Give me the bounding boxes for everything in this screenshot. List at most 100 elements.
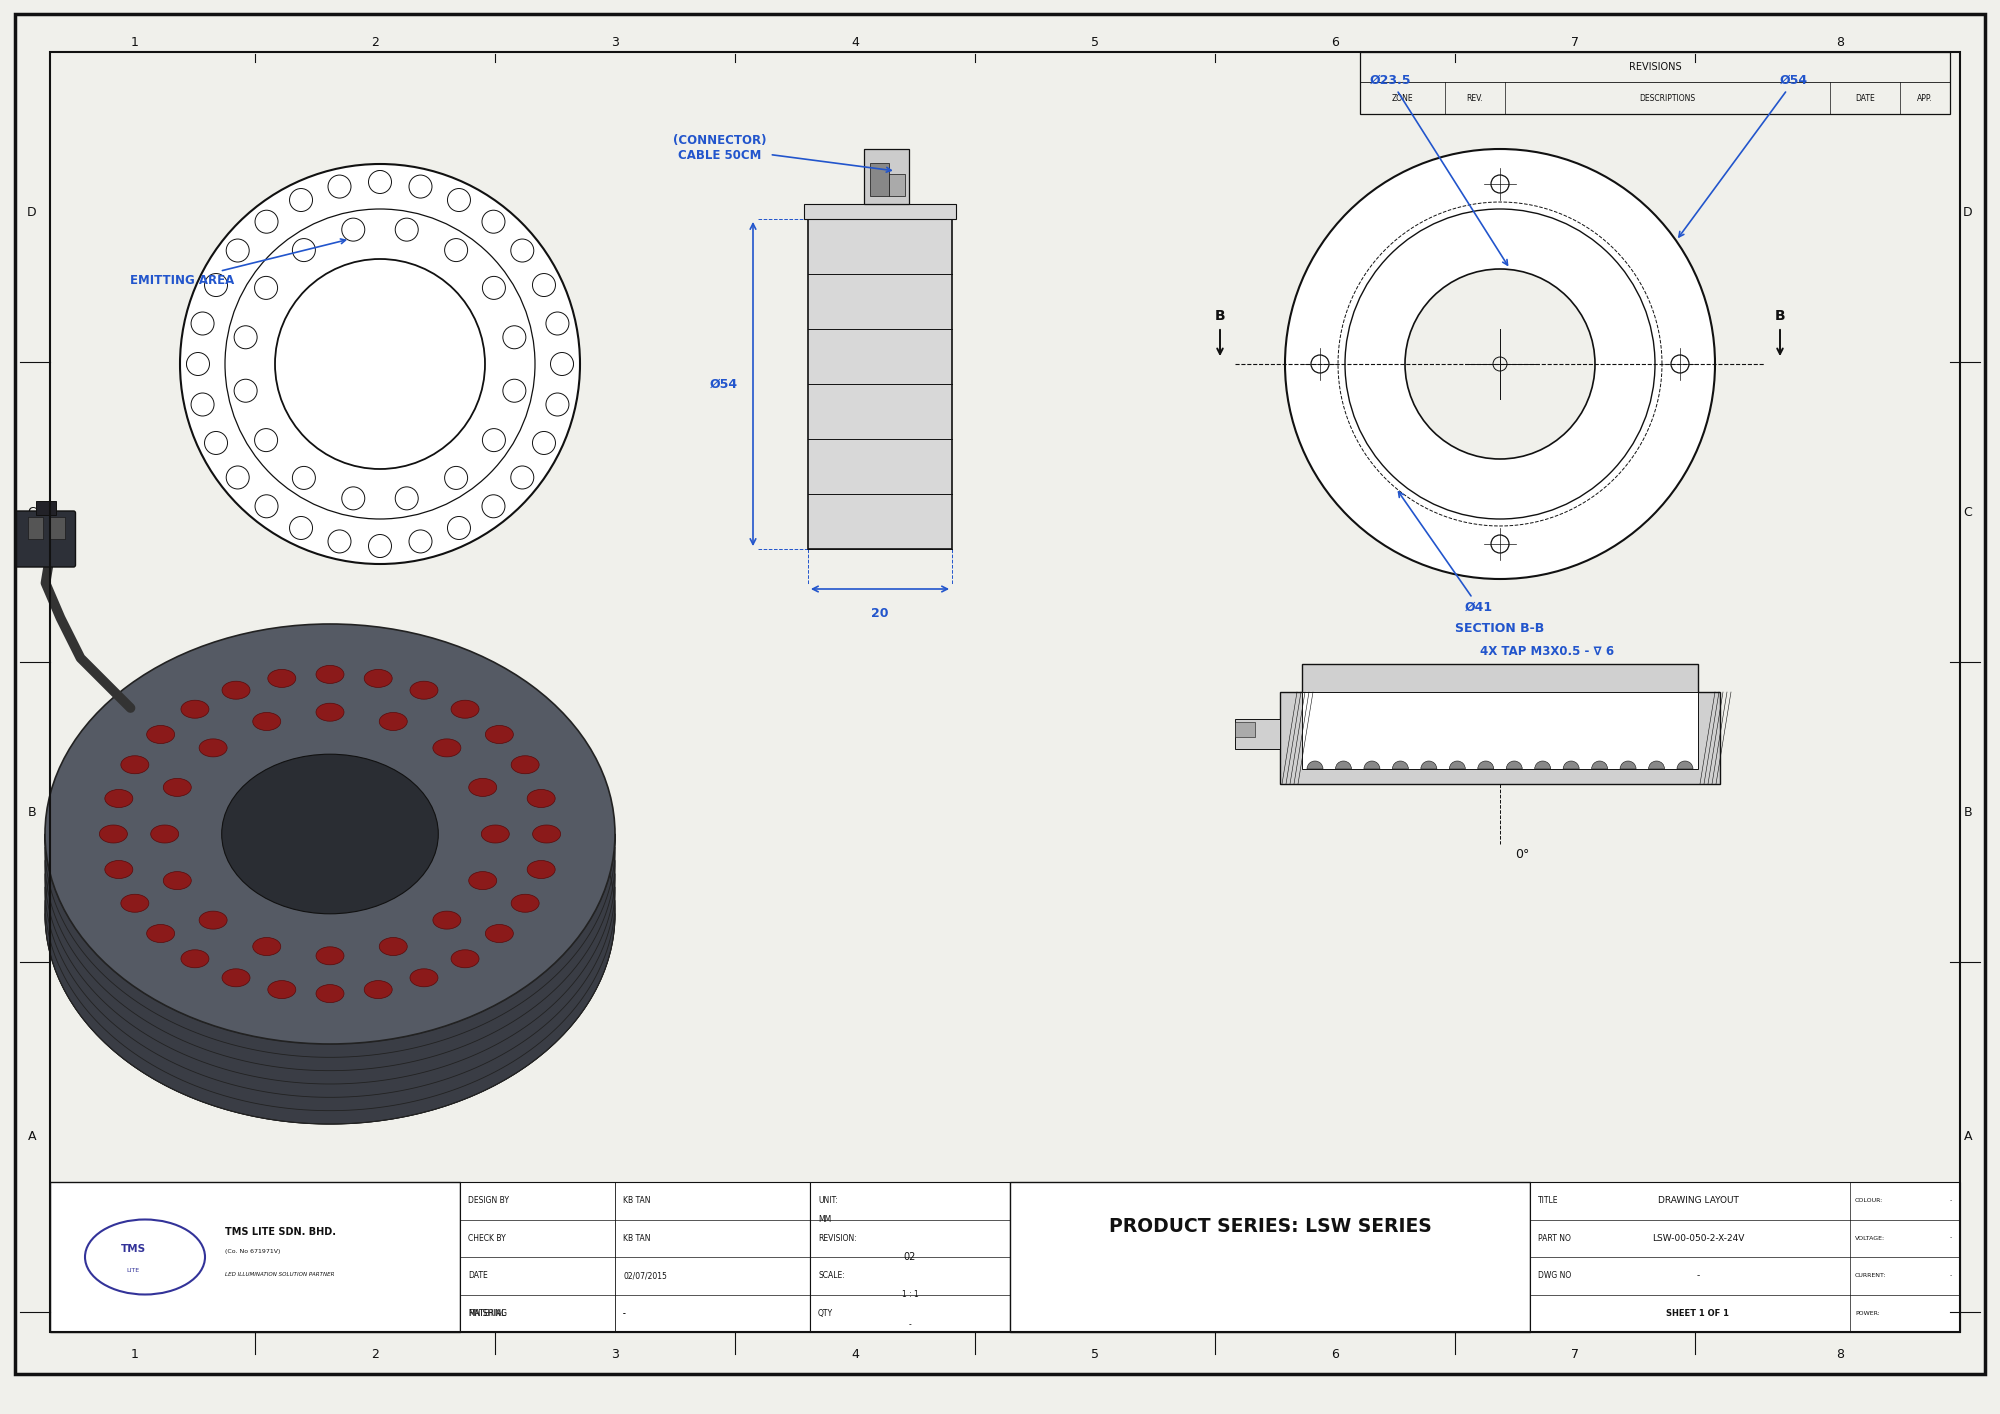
Circle shape — [192, 312, 214, 335]
Ellipse shape — [380, 713, 408, 731]
Text: -: - — [624, 1309, 626, 1318]
Ellipse shape — [452, 700, 480, 718]
Circle shape — [482, 495, 504, 518]
Circle shape — [368, 171, 392, 194]
Ellipse shape — [410, 969, 438, 987]
Text: C: C — [28, 505, 36, 519]
Ellipse shape — [46, 624, 616, 1044]
Circle shape — [276, 259, 486, 469]
Bar — [810, 1182, 1010, 1332]
Polygon shape — [222, 834, 438, 994]
Text: 5: 5 — [1092, 1348, 1100, 1360]
Text: Ø41: Ø41 — [1398, 492, 1494, 614]
Wedge shape — [1364, 761, 1380, 769]
Circle shape — [256, 211, 278, 233]
Text: PRODUCT SERIES: LSW SERIES: PRODUCT SERIES: LSW SERIES — [1108, 1217, 1432, 1236]
Ellipse shape — [86, 1219, 206, 1294]
Text: (Co. No 671971V): (Co. No 671971V) — [226, 1250, 280, 1254]
Circle shape — [408, 175, 432, 198]
Text: -: - — [624, 1309, 626, 1318]
Circle shape — [342, 486, 364, 510]
Circle shape — [328, 530, 352, 553]
Circle shape — [448, 188, 470, 212]
Wedge shape — [1420, 761, 1436, 769]
Ellipse shape — [268, 980, 296, 998]
Circle shape — [482, 211, 504, 233]
Text: REVISIONS: REVISIONS — [1628, 62, 1682, 72]
Text: A: A — [1964, 1131, 1972, 1144]
Bar — [50, 1182, 460, 1332]
Ellipse shape — [222, 682, 250, 699]
Ellipse shape — [316, 666, 344, 683]
Wedge shape — [1336, 761, 1352, 769]
Text: 20: 20 — [872, 607, 888, 619]
Text: ZONE: ZONE — [1392, 93, 1414, 103]
Ellipse shape — [222, 969, 250, 987]
Ellipse shape — [222, 834, 438, 994]
Text: SECTION B-B: SECTION B-B — [1456, 622, 1544, 635]
Text: Ø23.5: Ø23.5 — [1370, 74, 1508, 264]
Ellipse shape — [46, 704, 616, 1124]
Text: 8: 8 — [1836, 35, 1844, 48]
Circle shape — [546, 393, 568, 416]
Text: DESIGN BY: DESIGN BY — [468, 1196, 510, 1205]
Ellipse shape — [512, 894, 540, 912]
Text: -: - — [1950, 1311, 1952, 1316]
Text: B: B — [1774, 310, 1786, 322]
Circle shape — [180, 164, 580, 564]
Bar — [50, 518, 64, 539]
Text: REVISION:: REVISION: — [818, 1234, 856, 1243]
Ellipse shape — [380, 937, 408, 956]
Circle shape — [482, 428, 506, 451]
Text: 7: 7 — [1572, 35, 1580, 48]
Text: TMS LITE SDN. BHD.: TMS LITE SDN. BHD. — [226, 1227, 336, 1237]
Circle shape — [444, 467, 468, 489]
Ellipse shape — [410, 682, 438, 699]
Text: EMITTING AREA: EMITTING AREA — [130, 239, 346, 287]
Circle shape — [510, 239, 534, 262]
Ellipse shape — [316, 703, 344, 721]
Ellipse shape — [150, 824, 178, 843]
Circle shape — [328, 175, 352, 198]
Wedge shape — [1308, 761, 1324, 769]
Bar — [870, 163, 890, 197]
Ellipse shape — [146, 725, 174, 744]
Ellipse shape — [200, 740, 228, 756]
Circle shape — [408, 530, 432, 553]
Circle shape — [256, 495, 278, 518]
Ellipse shape — [432, 740, 460, 756]
Circle shape — [342, 218, 364, 242]
Text: -: - — [1950, 1198, 1952, 1203]
Text: QTY: QTY — [818, 1309, 834, 1318]
Polygon shape — [46, 834, 616, 1124]
Bar — [1236, 718, 1280, 749]
Text: 4: 4 — [852, 1348, 858, 1360]
Circle shape — [1344, 209, 1656, 519]
Text: 0°: 0° — [1516, 847, 1530, 861]
Text: -: - — [908, 1321, 912, 1329]
Ellipse shape — [222, 754, 438, 913]
Circle shape — [374, 546, 386, 557]
Ellipse shape — [452, 950, 480, 967]
Text: 02/07/2015: 02/07/2015 — [624, 1271, 666, 1280]
Bar — [890, 174, 904, 197]
Bar — [804, 204, 956, 219]
Ellipse shape — [528, 789, 556, 807]
Text: TMS: TMS — [120, 1244, 146, 1254]
Text: Ø54: Ø54 — [1678, 74, 1808, 238]
Ellipse shape — [486, 725, 514, 744]
Circle shape — [444, 239, 468, 262]
Circle shape — [550, 352, 574, 376]
Text: 7: 7 — [1572, 1348, 1580, 1360]
Circle shape — [226, 467, 250, 489]
Text: CHECK BY: CHECK BY — [468, 1234, 506, 1243]
Ellipse shape — [180, 700, 208, 718]
Text: 1: 1 — [132, 1348, 138, 1360]
Text: D: D — [28, 205, 36, 219]
Text: MATERIAL: MATERIAL — [468, 1309, 506, 1318]
Text: DATE: DATE — [1856, 93, 1874, 103]
Text: 1: 1 — [132, 35, 138, 48]
Text: A: A — [28, 1131, 36, 1144]
Text: 4: 4 — [852, 35, 858, 48]
Circle shape — [1284, 148, 1716, 578]
